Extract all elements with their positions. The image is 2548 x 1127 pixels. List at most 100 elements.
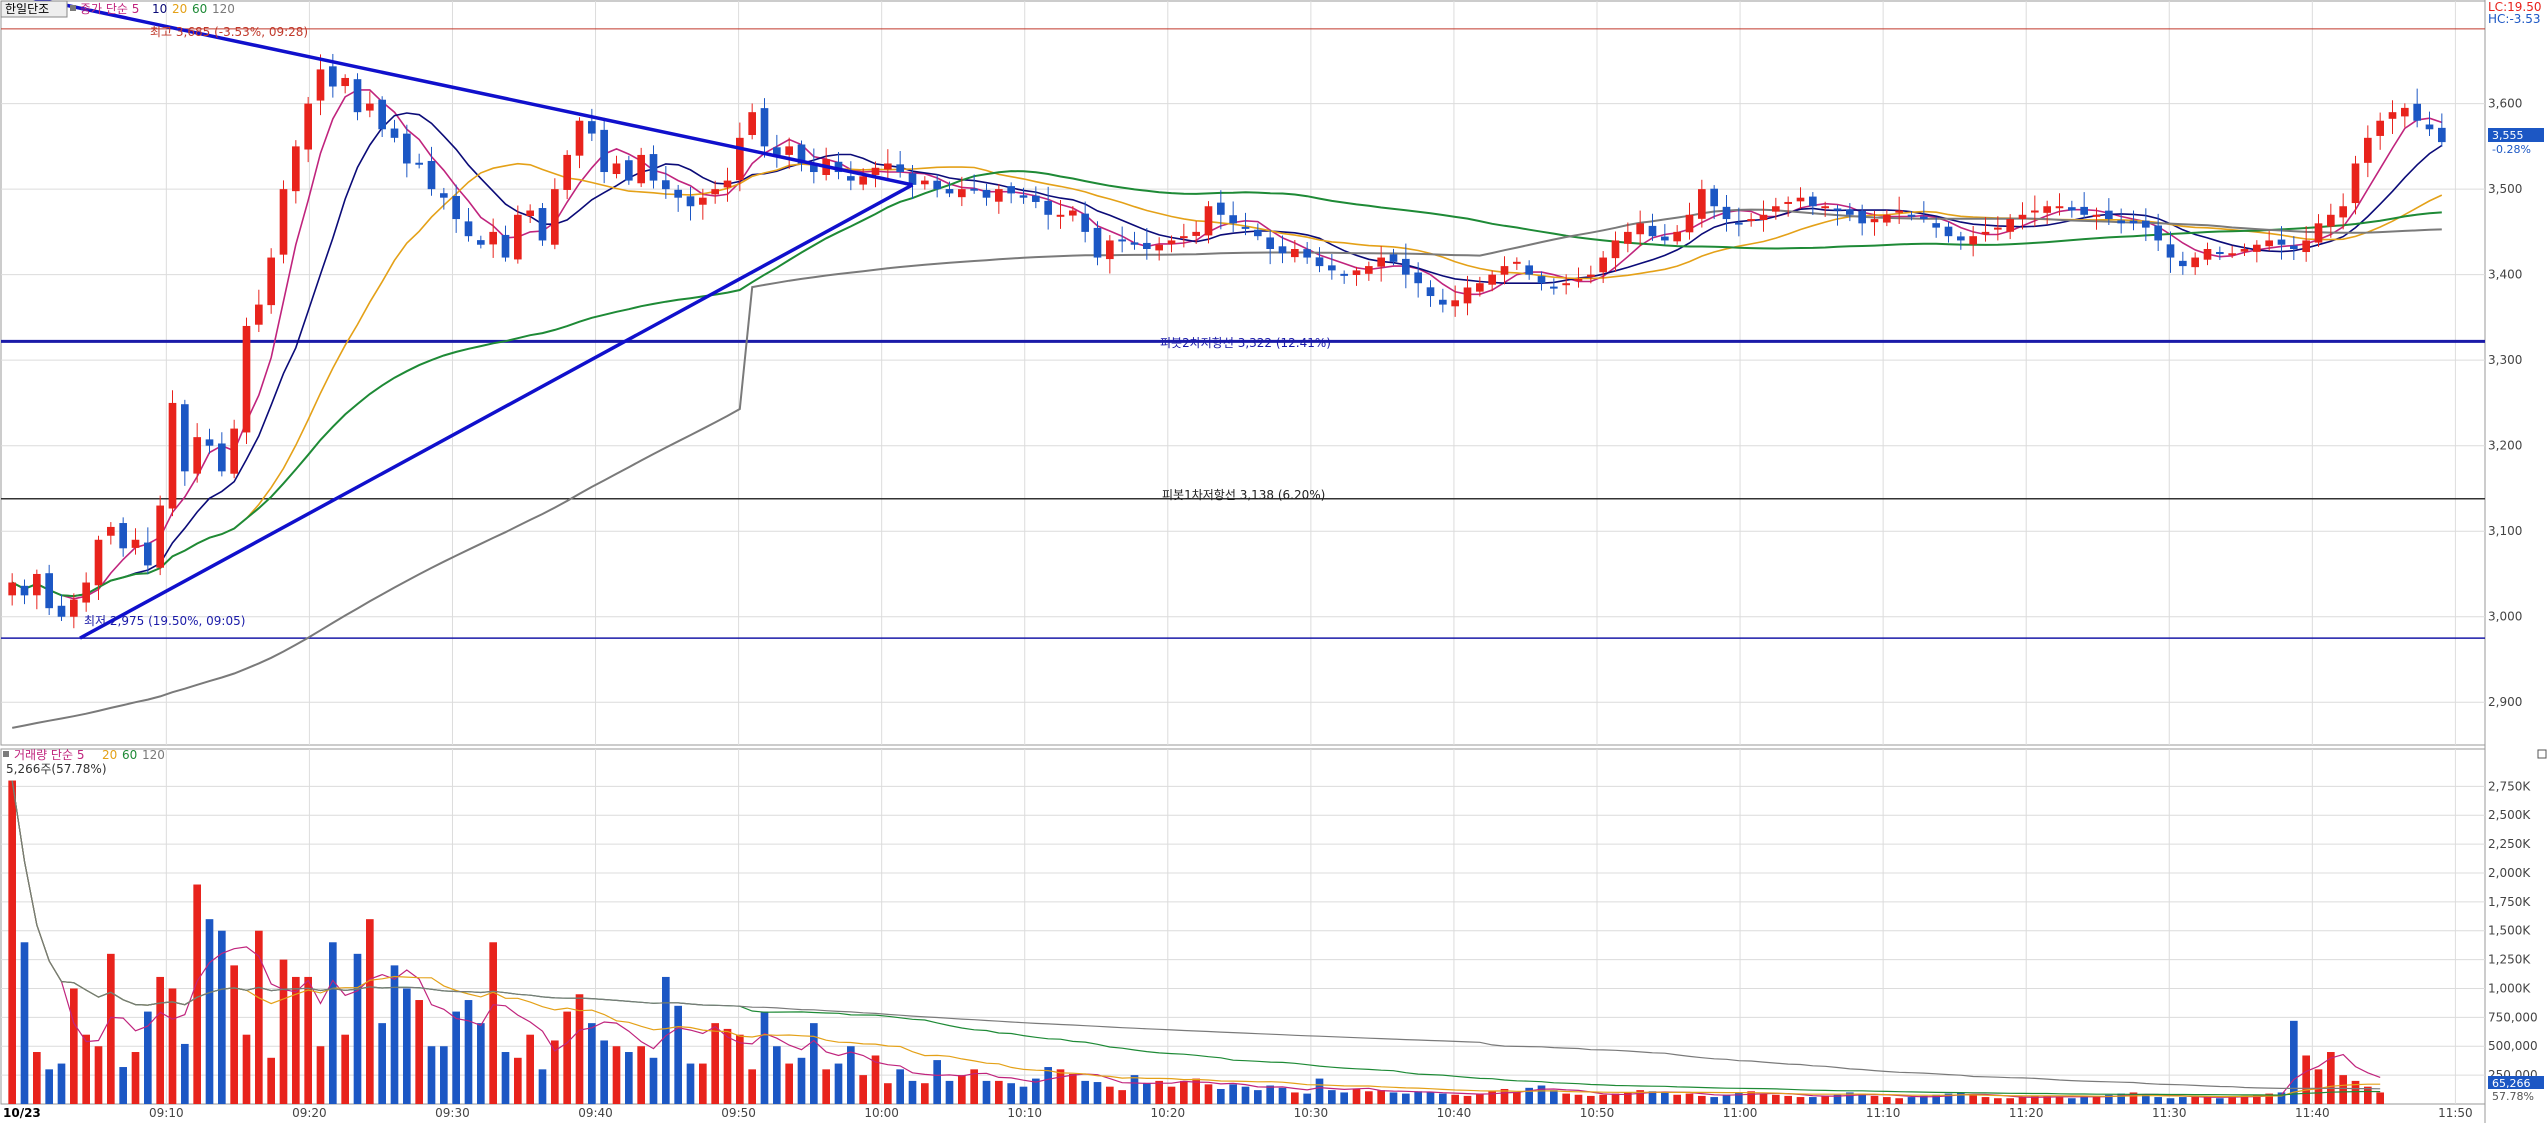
volume-bar [1846,1092,1854,1104]
volume-bar [538,1069,547,1104]
candle-body [760,108,769,147]
volume-bar [773,1046,781,1104]
legend-toggle-icon[interactable] [70,5,76,11]
volume-bar [168,988,177,1104]
candle-body [1599,257,1607,273]
volume-bar [477,1023,485,1104]
candle-body [292,146,300,192]
stock-tab[interactable] [0,0,68,18]
trendlines[interactable] [6,0,914,640]
candle-body [1969,236,1977,245]
volume-tick-label: 1,000K [2488,981,2531,995]
price-tick-label: 3,300 [2488,353,2522,367]
candle-body [2228,253,2236,256]
volume-bar [1056,1069,1065,1104]
volume-bar [1106,1086,1114,1104]
candle-body [2425,124,2434,130]
candle-body [686,196,695,207]
volume-legend-ma20: 20 [102,748,117,762]
candle-body [1303,249,1311,258]
time-tick-label: 10:00 [864,1106,899,1120]
volume-bar [1673,1094,1681,1104]
price-tick-label: 3,500 [2488,182,2522,196]
candle-body [2339,206,2347,218]
time-tick-label: 10:50 [1580,1106,1615,1120]
volume-bar [982,1080,991,1104]
candle-body [1796,197,1805,202]
volume-bar [20,942,29,1104]
candle-body [230,428,238,474]
time-tick-label: 09:50 [721,1106,756,1120]
candle-body [1439,299,1447,305]
volume-tick-label: 750,000 [2488,1010,2538,1024]
volume-bar [1858,1093,1866,1104]
candle-body [514,214,522,260]
current-change-label: -0.28% [2492,143,2531,156]
volume-bar [2055,1097,2064,1104]
volume-bar [1291,1092,1299,1104]
volume-bar [1784,1095,1792,1104]
volume-bar [2179,1097,2187,1104]
candle-body [2055,206,2064,209]
volume-legend-toggle-icon[interactable] [3,751,9,757]
volume-bar [995,1080,1003,1104]
volume-bar [2376,1092,2384,1104]
volume-bar [970,1069,978,1104]
volume-bar [933,1060,941,1104]
volume-ma-line-120 [11,780,2381,1090]
time-tick-label: 09:10 [149,1106,184,1120]
pivot1-annotation: 피봇1차저항선 3,138 (6.20%) [1162,488,1325,502]
candle-body [1907,214,1916,217]
candle-body [156,505,164,568]
pivot2-annotation: 피봇2차저항선 3,322 (12.41%) [1160,336,1331,350]
volume-bar [1883,1097,1891,1104]
volume-tick-label: 2,250K [2488,837,2531,851]
candle-body [2265,240,2273,247]
volume-bar [1957,1092,1965,1104]
panel-resize-icon[interactable] [2537,749,2547,759]
volume-bar [57,1063,66,1104]
candle-body [1032,195,1040,202]
time-tick-label: 09:20 [292,1106,327,1120]
candle-body [218,443,226,472]
volume-bar [723,1028,732,1104]
volume-bar [2302,1055,2310,1104]
volume-bar [119,1067,127,1104]
volume-bar [329,942,337,1104]
volume-bar [1032,1078,1040,1104]
candle-body [1944,226,1953,237]
candle-body [94,539,103,586]
candle-body [427,160,436,190]
candle-body [1574,278,1583,281]
volume-bar [1044,1067,1052,1104]
support-trendline [79,183,914,640]
candle-body [267,257,275,306]
candle-body [1673,231,1681,242]
candle-body [2240,249,2249,252]
current-volume-label: 65,266 [2492,1077,2531,1090]
candle-body [316,69,325,101]
candle-body [674,189,682,198]
candle-body [1698,189,1706,219]
volume-bar [1685,1093,1694,1104]
candle-body [982,189,991,198]
candle-body [2290,245,2298,249]
volume-bar [748,1069,756,1104]
candle-body [1278,246,1287,254]
candle-body [242,325,251,433]
candle-body [366,103,374,111]
candle-body [2364,137,2372,163]
volume-bar [2154,1097,2162,1104]
candle-body [1143,242,1151,249]
volume-bar [921,1083,929,1104]
volume-bar [2228,1097,2236,1104]
volume-moving-averages [11,780,2381,1098]
candle-body [1661,236,1669,241]
candle-body [1167,240,1176,245]
candle-body [2216,252,2224,255]
volume-legend-ma60: 60 [122,748,137,762]
candle-body [378,99,386,130]
volume-bar [625,1052,633,1104]
candle-body [2031,210,2039,213]
